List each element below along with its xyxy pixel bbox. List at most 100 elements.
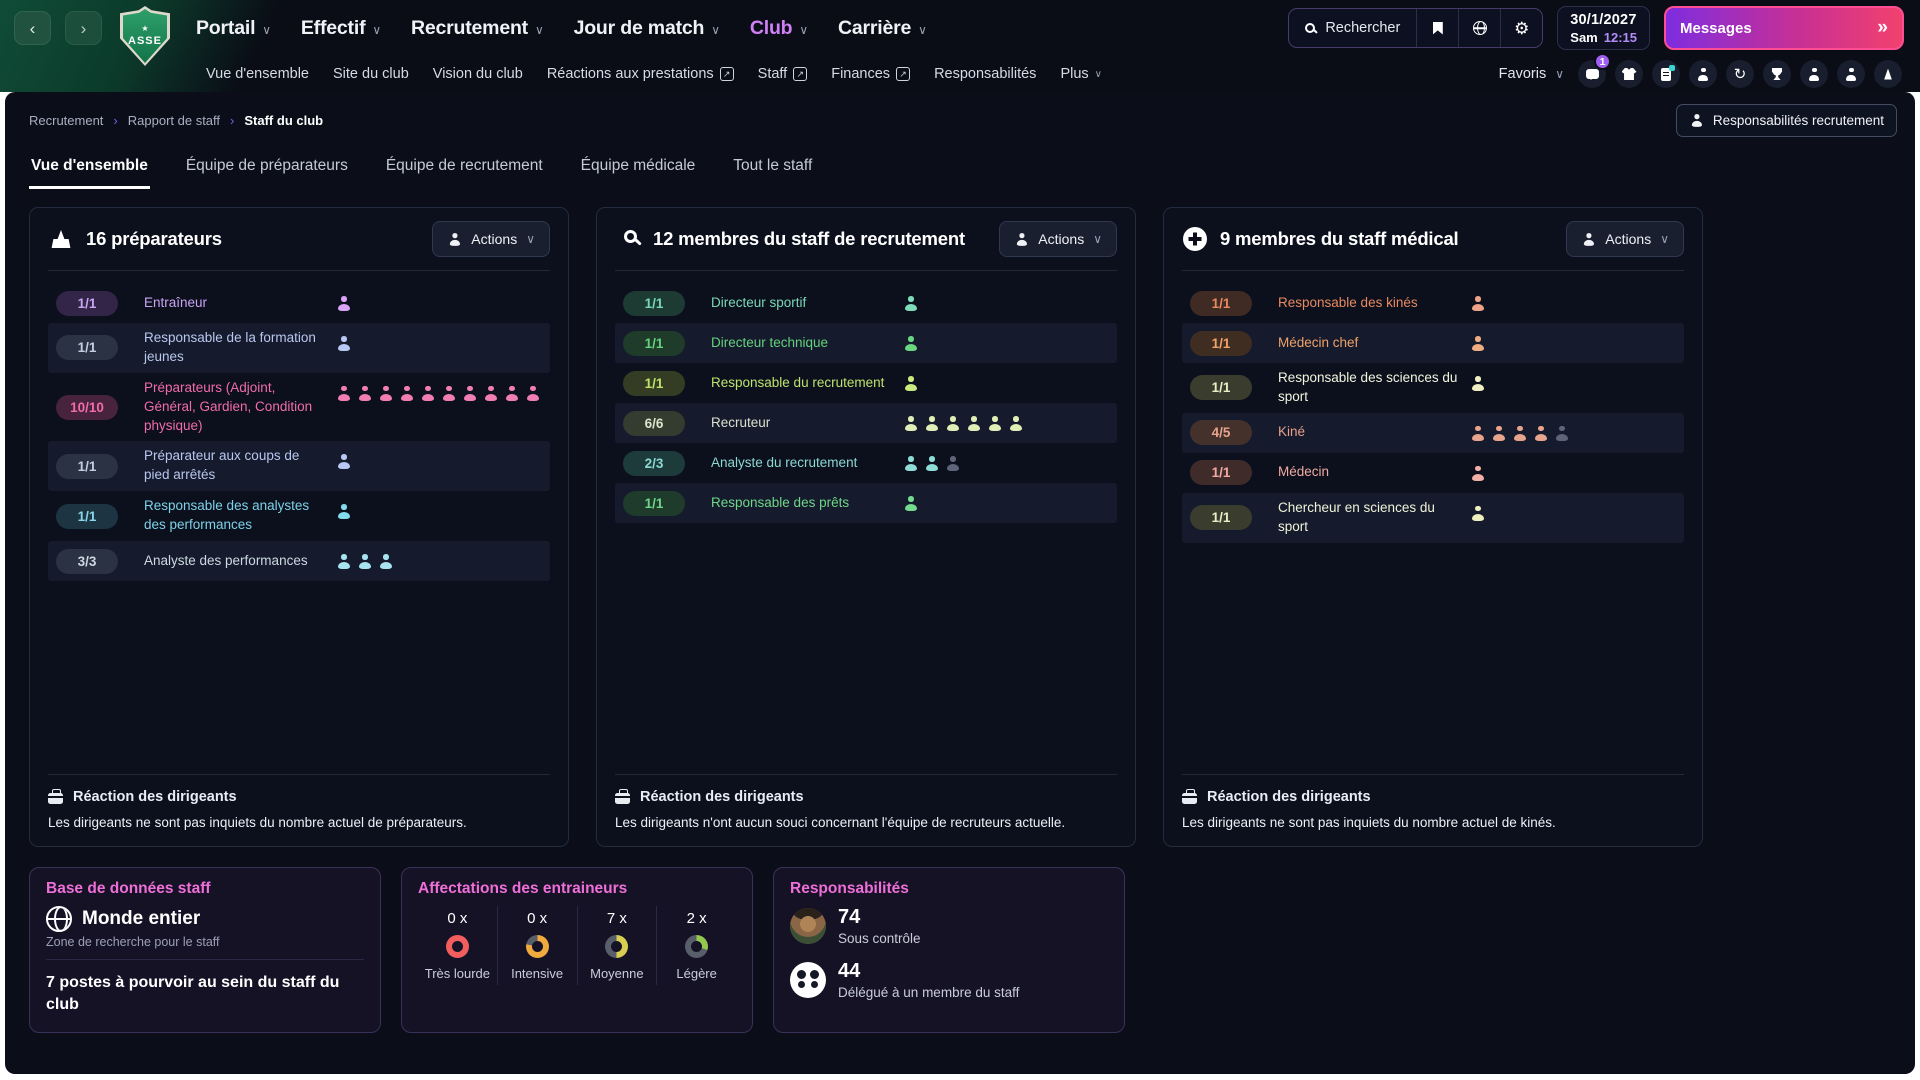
coach-workload-card[interactable]: Affectations des entraineurs 0 x Très lo… <box>401 867 753 1033</box>
staff-role-row[interactable]: 1/1 Responsable de la formation jeunes <box>48 323 550 373</box>
tab[interactable]: Équipe de préparateurs <box>184 149 350 189</box>
person-icon <box>1470 336 1485 351</box>
staff-role-row[interactable]: 1/1 Responsable du recrutement <box>615 363 1117 403</box>
main-nav-item[interactable]: Club ∨ <box>749 16 808 39</box>
main-nav-item[interactable]: Recrutement ∨ <box>410 16 544 39</box>
actions-button[interactable]: Actions ∨ <box>432 221 550 257</box>
staff-role-row[interactable]: 10/10 Préparateurs (Adjoint, Général, Ga… <box>48 373 550 442</box>
workload-label: Intensive <box>511 966 564 981</box>
person-icon <box>903 296 918 311</box>
count-pill: 1/1 <box>623 330 685 356</box>
staff-role-row[interactable]: 1/1 Médecin chef <box>1182 323 1684 363</box>
search-input[interactable]: Rechercher <box>1289 9 1416 47</box>
database-scope: Monde entier <box>82 908 201 929</box>
staff-role-row[interactable]: 1/1 Responsable des kinés <box>1182 283 1684 323</box>
actions-button[interactable]: Actions ∨ <box>999 221 1117 257</box>
top-header: ‹ › ★ ASSE Portail ∨ Effectif ∨ Recrute <box>0 0 1920 92</box>
count-pill: 1/1 <box>623 370 685 396</box>
breadcrumb-item[interactable]: › Staff du club <box>230 113 324 128</box>
training-icon[interactable] <box>1837 60 1865 88</box>
main-nav-item[interactable]: Portail ∨ <box>196 16 271 39</box>
main-nav-item[interactable]: Jour de match ∨ <box>573 16 720 39</box>
world-button[interactable] <box>1458 9 1500 47</box>
person-icon <box>336 336 351 351</box>
star-icon: ★ <box>141 24 149 33</box>
tab[interactable]: Tout le staff <box>731 149 814 189</box>
sub-nav-item[interactable]: Site du club <box>333 66 409 82</box>
staff-person-icon[interactable] <box>1800 60 1828 88</box>
staff-role-row[interactable]: 1/1 Médecin <box>1182 453 1684 493</box>
staff-role-row[interactable]: 1/1 Entraîneur <box>48 283 550 323</box>
tab[interactable]: Vue d'ensemble <box>29 149 150 189</box>
staff-role-row[interactable]: 2/3 Analyste du recrutement <box>615 443 1117 483</box>
staff-role-row[interactable]: 1/1 Préparateur aux coups de pied arrêté… <box>48 441 550 492</box>
cone-small-icon[interactable] <box>1874 60 1902 88</box>
person-icon <box>336 385 351 401</box>
club-badge[interactable]: ★ ASSE <box>120 6 170 66</box>
workload-count: 0 x <box>447 910 468 927</box>
back-icon: ‹ <box>29 18 36 38</box>
favoris-button[interactable]: Favoris ∨ <box>1498 66 1564 82</box>
role-rows: 1/1 Responsable des kinés 1/1 Médecin ch… <box>1164 271 1702 543</box>
breadcrumb-item[interactable]: › Recrutement <box>29 113 104 128</box>
role-rows: 1/1 Entraîneur 1/1 Responsable de la for… <box>30 271 568 582</box>
sub-nav-item[interactable]: Vision du club <box>432 66 523 82</box>
scout-icon[interactable] <box>1689 60 1717 88</box>
breadcrumb-item[interactable]: › Rapport de staff <box>113 113 221 128</box>
responsibilities-card[interactable]: Responsabilités 74 Sous contrôle <box>773 867 1125 1033</box>
staff-role-row[interactable]: 3/3 Analyste des performances <box>48 541 550 582</box>
person-icon <box>336 296 351 311</box>
actions-button[interactable]: Actions ∨ <box>1566 221 1684 257</box>
staff-role-row[interactable]: 1/1 Chercheur en sciences du sport <box>1182 492 1684 543</box>
sub-nav-item[interactable]: Plus ∨ <box>1060 66 1102 82</box>
staff-member-icons <box>1470 369 1676 391</box>
sync-icon[interactable] <box>1726 60 1754 88</box>
person-icon <box>1470 296 1485 311</box>
main-nav-item[interactable]: Carrière ∨ <box>837 16 927 39</box>
role-label: Responsable des kinés <box>1278 294 1418 310</box>
sub-nav-item[interactable]: Responsabilités <box>934 66 1037 82</box>
staff-database-card[interactable]: Base de données staff Monde entier Zone … <box>29 867 381 1033</box>
staff-role-row[interactable]: 4/5 Kiné <box>1182 412 1684 453</box>
settings-button[interactable]: ⚙ <box>1500 9 1542 47</box>
person-icon <box>903 456 918 471</box>
count-pill: 1/1 <box>623 290 685 316</box>
sub-nav-item[interactable]: Réactions aux prestations ↗ <box>547 66 734 82</box>
staff-role-row[interactable]: 6/6 Recruteur <box>615 403 1117 443</box>
bookmarks-button[interactable] <box>1416 9 1458 47</box>
chat-icon[interactable]: 1 <box>1578 53 1611 88</box>
main-nav-item[interactable]: Effectif ∨ <box>300 16 381 39</box>
panel-header: 12 membres du staff de recrutement Actio… <box>597 208 1135 270</box>
tab[interactable]: Équipe médicale <box>579 149 698 189</box>
back-button[interactable]: ‹ <box>14 11 51 45</box>
sub-nav-item[interactable]: Staff ↗ <box>758 66 808 82</box>
panel-header: 9 membres du staff médical Actions ∨ <box>1164 208 1702 270</box>
sub-nav-item[interactable]: Finances ↗ <box>831 66 911 82</box>
staff-role-row[interactable]: 1/1 Responsable des prêts <box>615 483 1117 523</box>
chevron-down-icon: ∨ <box>711 22 720 37</box>
staff-role-row[interactable]: 1/1 Directeur sportif <box>615 283 1117 323</box>
workload-donut-icon <box>605 935 629 958</box>
search-icon <box>1305 23 1316 33</box>
person-vacant-icon <box>1554 425 1569 441</box>
sub-nav-item[interactable]: Vue d'ensemble <box>206 66 309 82</box>
shirt-icon[interactable] <box>1615 60 1643 88</box>
person-icon <box>399 385 414 401</box>
chevron-down-icon: ∨ <box>526 232 535 246</box>
staff-role-row[interactable]: 1/1 Responsable des analystes des perfor… <box>48 491 550 541</box>
staff-role-row[interactable]: 1/1 Responsable des sciences du sport <box>1182 363 1684 413</box>
profile-card-icon[interactable] <box>1652 60 1680 88</box>
person-icon <box>924 456 939 471</box>
tab[interactable]: Équipe de recrutement <box>384 149 545 189</box>
staff-role-row[interactable]: 1/1 Directeur technique <box>615 323 1117 363</box>
person-icon <box>1533 425 1548 441</box>
staff-panels: 16 préparateurs Actions ∨ 1/1 Entraîneur <box>5 189 1915 847</box>
game-date-button[interactable]: 30/1/2027 Sam 12:15 <box>1557 6 1650 50</box>
person-icon <box>525 385 540 401</box>
bookmark-icon <box>1432 21 1443 35</box>
workload-grid: 0 x Très lourde 0 x Intensive 7 x Moyen <box>418 906 736 985</box>
trophy-icon[interactable] <box>1763 60 1791 88</box>
forward-button[interactable]: › <box>65 11 102 45</box>
messages-button[interactable]: Messages » <box>1664 6 1904 50</box>
recruitment-responsibilities-button[interactable]: Responsabilités recrutement <box>1675 104 1897 137</box>
